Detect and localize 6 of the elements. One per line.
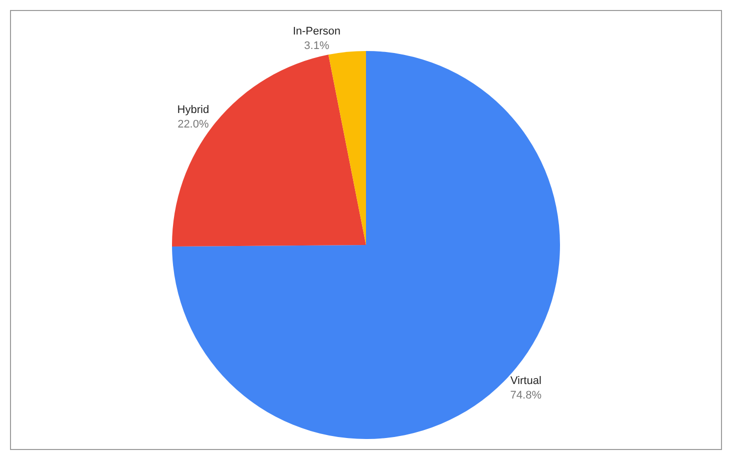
data-label: 3.1% bbox=[304, 40, 330, 52]
data-label: 74.8% bbox=[510, 389, 542, 402]
slice-label: Hybrid bbox=[177, 104, 210, 116]
data-label: 22.0% bbox=[178, 118, 209, 130]
slice-label: In-Person bbox=[292, 26, 341, 38]
slice-label: Virtual bbox=[510, 375, 542, 388]
